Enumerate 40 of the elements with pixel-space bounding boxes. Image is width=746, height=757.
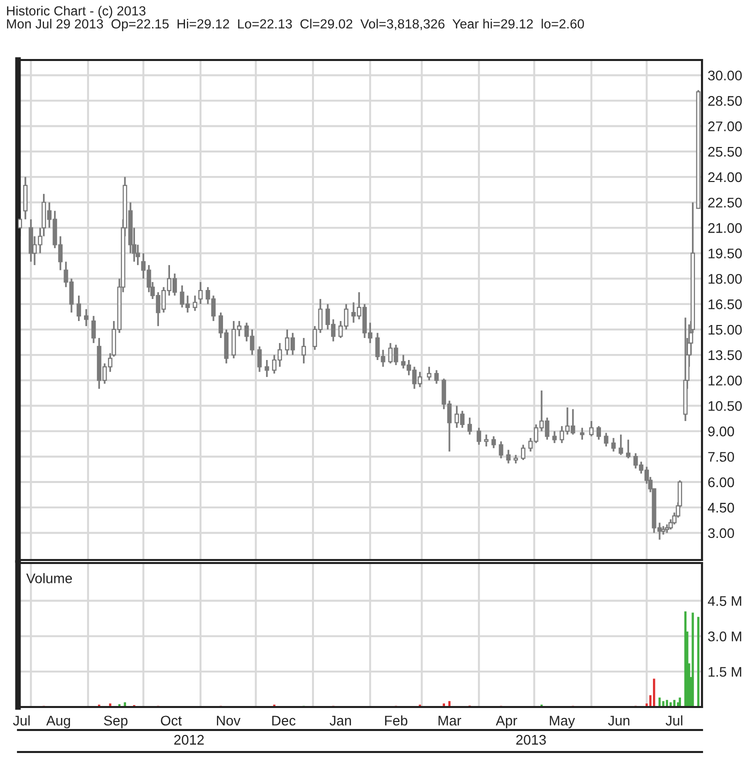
chart-title: Historic Chart - (c) 2013: [7, 6, 146, 18]
text: 2013: [516, 734, 546, 745]
x-tick-label: Oct: [160, 716, 182, 726]
x-tick-label: Jul: [666, 715, 682, 726]
x-tick-label: Apr: [496, 716, 518, 728]
y-tick-label: 4.50: [708, 502, 734, 513]
y-tick-label: 7.50: [708, 452, 734, 462]
chart-subtitle: Mon Jul 29 2013 Op=22.15 Hi=29.12 Lo=22.13 Cl=29.02 Vol=3,818,326 Year hi=29.12 lo=2.60: [7, 18, 584, 32]
y-tick-label: 22.50: [708, 198, 742, 208]
x-tick-label: Mar: [438, 716, 462, 726]
x-tick-label: Nov: [216, 716, 240, 726]
x-tick-label: Aug: [46, 716, 70, 728]
y-tick-label: 9.00: [708, 426, 734, 436]
x-tick-label: Feb: [385, 715, 408, 726]
y-tick-label: 25.50: [708, 146, 742, 157]
y-tick-label: 19.50: [708, 248, 742, 258]
y-tick-label: 3.00: [708, 528, 734, 538]
y-tick-label: 4.5 M: [708, 596, 742, 606]
x-tick-label: Jul: [13, 715, 30, 726]
y-tick-label: 13.50: [708, 350, 742, 360]
x-tick-label: Dec: [272, 716, 296, 726]
y-tick-label: 21.00: [708, 223, 742, 233]
text: 2012: [174, 734, 204, 745]
y-tick-label: 3.0 M: [708, 632, 742, 642]
y-tick-label: 1.5 M: [708, 667, 742, 677]
x-tick-label: May: [550, 716, 575, 728]
y-tick-label: 28.50: [708, 96, 742, 106]
x-tick-label: Sep: [104, 716, 128, 728]
x-tick-label: Jun: [608, 716, 630, 726]
y-tick-label: 12.00: [708, 376, 742, 386]
y-tick-label: 16.50: [708, 299, 742, 310]
y-tick-label: 27.00: [708, 121, 742, 132]
y-tick-label: 30.00: [708, 70, 742, 80]
y-tick-label: 15.00: [708, 324, 742, 335]
y-tick-label: 24.00: [708, 172, 742, 182]
y-tick-label: 18.00: [708, 274, 742, 284]
text: Volume: [26, 573, 72, 584]
y-tick-label: 10.50: [708, 401, 742, 411]
y-tick-label: 6.00: [708, 477, 734, 488]
x-tick-label: Jan: [330, 716, 351, 726]
